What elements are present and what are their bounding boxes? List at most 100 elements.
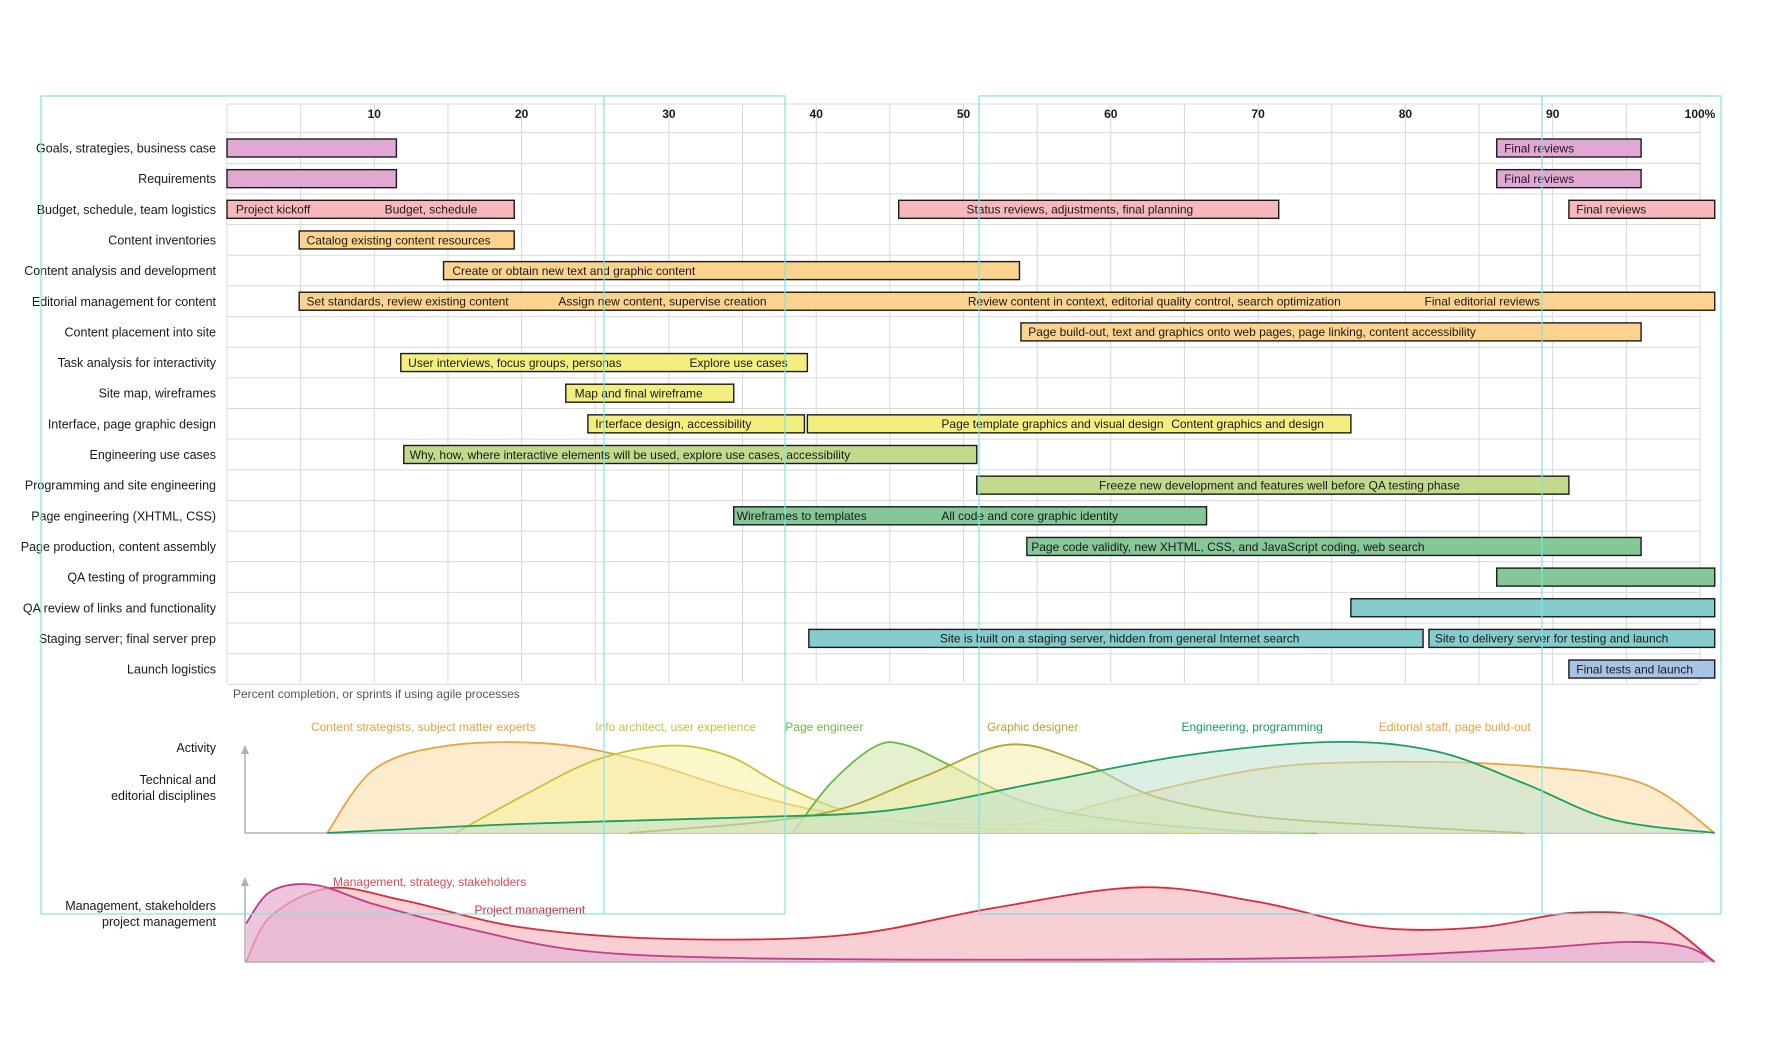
activity-series-label: Page engineer bbox=[785, 720, 863, 734]
bar-label: Set standards, review existing content bbox=[307, 295, 510, 309]
bar-label: All code and core graphic identity bbox=[941, 509, 1118, 523]
activity-label: Activity bbox=[176, 741, 216, 755]
bar-label: Explore use cases bbox=[690, 356, 788, 370]
mgmt-series-label: Project management bbox=[474, 903, 585, 917]
disciplines-label: editorial disciplines bbox=[111, 789, 216, 803]
task-bar[interactable] bbox=[442, 260, 1021, 281]
bar-label: Site to delivery server for testing and … bbox=[1435, 632, 1668, 646]
x-tick-label-30: 30 bbox=[662, 107, 676, 121]
task-bar[interactable] bbox=[587, 414, 806, 434]
task-bar[interactable] bbox=[226, 168, 398, 189]
activity-area bbox=[455, 745, 1200, 833]
x-tick-label-40: 40 bbox=[810, 107, 824, 121]
disciplines-label: Technical and bbox=[140, 773, 216, 787]
guide-rect-left bbox=[40, 95, 786, 915]
x-tick-label-80: 80 bbox=[1399, 107, 1413, 121]
row-label: Editorial management for content bbox=[32, 295, 217, 309]
task-bar[interactable] bbox=[403, 444, 978, 465]
bar-label: Status reviews, adjustments, final plann… bbox=[966, 203, 1193, 217]
row-label: Site map, wireframes bbox=[99, 387, 216, 401]
row-label: Interface, page graphic design bbox=[48, 417, 216, 431]
bar-label: Catalog existing content resources bbox=[307, 233, 491, 247]
bar-label: Page code validity, new XHTML, CSS, and … bbox=[1031, 540, 1424, 554]
x-tick-label-90: 90 bbox=[1546, 107, 1560, 121]
bar-label: Freeze new development and features well… bbox=[1099, 478, 1460, 492]
row-label: Budget, schedule, team logistics bbox=[37, 203, 216, 217]
mgmt-series-label: Management, strategy, stakeholders bbox=[333, 875, 526, 889]
bar-label: Final reviews bbox=[1504, 141, 1574, 155]
mgmt-axis-arrow bbox=[241, 877, 249, 886]
x-tick-label-10: 10 bbox=[368, 107, 382, 121]
task-bar[interactable] bbox=[808, 628, 1424, 649]
row-label: Content analysis and development bbox=[24, 264, 216, 278]
task-bar[interactable] bbox=[1496, 567, 1716, 587]
mgmt-area bbox=[246, 884, 1715, 962]
bar-label: Create or obtain new text and graphic co… bbox=[452, 264, 695, 278]
row-label: Staging server; final server prep bbox=[39, 632, 216, 646]
row-label: Page production, content assembly bbox=[21, 540, 217, 554]
row-label: Requirements bbox=[138, 172, 216, 186]
mgmt-label: Management, stakeholders bbox=[65, 899, 216, 913]
bar-label: User interviews, focus groups, personas bbox=[408, 356, 621, 370]
task-bar[interactable] bbox=[1568, 199, 1716, 220]
row-label: QA testing of programming bbox=[67, 571, 216, 585]
row-label: QA review of links and functionality bbox=[23, 601, 217, 615]
bar-label: Final reviews bbox=[1576, 203, 1646, 217]
task-bar[interactable] bbox=[298, 230, 515, 250]
guide-rect-right bbox=[978, 95, 1722, 915]
bar-label: Why, how, where interactive elements wil… bbox=[410, 448, 851, 462]
x-tick-label-20: 20 bbox=[515, 107, 529, 121]
activity-curve bbox=[327, 740, 1715, 834]
x-tick-label-60: 60 bbox=[1104, 107, 1118, 121]
task-bar[interactable] bbox=[298, 291, 1716, 311]
task-bar[interactable] bbox=[1496, 168, 1642, 189]
task-bar[interactable] bbox=[1496, 138, 1642, 158]
row-label: Engineering use cases bbox=[90, 448, 216, 462]
row-label: Task analysis for interactivity bbox=[58, 356, 217, 370]
bar-label: Wireframes to templates bbox=[737, 509, 867, 523]
row-label: Page engineering (XHTML, CSS) bbox=[31, 509, 216, 523]
row-label: Content placement into site bbox=[65, 325, 217, 339]
x-tick-label-50: 50 bbox=[957, 107, 971, 121]
activity-series-label: Info architect, user experience bbox=[595, 720, 756, 734]
x-tick-label-100: 100% bbox=[1685, 107, 1716, 121]
bar-label: Page template graphics and visual design bbox=[941, 417, 1163, 431]
task-bar[interactable] bbox=[1428, 628, 1716, 649]
bar-label: Site is built on a staging server, hidde… bbox=[940, 632, 1300, 646]
x-axis-note: Percent completion, or sprints if using … bbox=[233, 687, 520, 701]
activity-series-label: Editorial staff, page build-out bbox=[1379, 720, 1532, 734]
bar-label: Final editorial reviews bbox=[1425, 295, 1540, 309]
mgmt-area bbox=[246, 887, 1715, 962]
bar-label: Budget, schedule bbox=[385, 203, 478, 217]
task-bar[interactable] bbox=[976, 475, 1570, 495]
bar-label: Project kickoff bbox=[236, 203, 311, 217]
mgmt-label: project management bbox=[102, 915, 216, 929]
bar-label: Content graphics and design bbox=[1171, 417, 1324, 431]
task-bar[interactable] bbox=[897, 199, 1280, 220]
mgmt-curve bbox=[245, 883, 1716, 963]
x-tick-label-70: 70 bbox=[1251, 107, 1265, 121]
bar-label: Review content in context, editorial qua… bbox=[968, 295, 1341, 309]
task-bar[interactable] bbox=[1020, 322, 1642, 342]
bar-label: Final reviews bbox=[1504, 172, 1574, 186]
activity-series-label: Engineering, programming bbox=[1182, 720, 1323, 734]
task-bar[interactable] bbox=[733, 506, 1208, 526]
task-bar[interactable] bbox=[1568, 659, 1716, 679]
activity-series-label: Graphic designer bbox=[987, 720, 1078, 734]
task-bar[interactable] bbox=[1026, 536, 1642, 557]
activity-area bbox=[327, 741, 1715, 833]
row-label: Launch logistics bbox=[127, 663, 216, 677]
mgmt-curve bbox=[245, 886, 1716, 963]
task-bar[interactable] bbox=[226, 138, 398, 158]
task-bar[interactable] bbox=[1350, 598, 1716, 618]
row-label: Programming and site engineering bbox=[25, 479, 216, 493]
bar-label: Interface design, accessibility bbox=[595, 417, 751, 431]
row-label: Goals, strategies, business case bbox=[36, 142, 216, 156]
task-bar[interactable] bbox=[565, 383, 735, 403]
task-bar[interactable] bbox=[226, 199, 515, 220]
activity-axis-arrow bbox=[241, 745, 249, 754]
bar-label: Assign new content, supervise creation bbox=[558, 295, 766, 309]
bar-label: Map and final wireframe bbox=[575, 387, 703, 401]
task-bar[interactable] bbox=[806, 414, 1352, 434]
